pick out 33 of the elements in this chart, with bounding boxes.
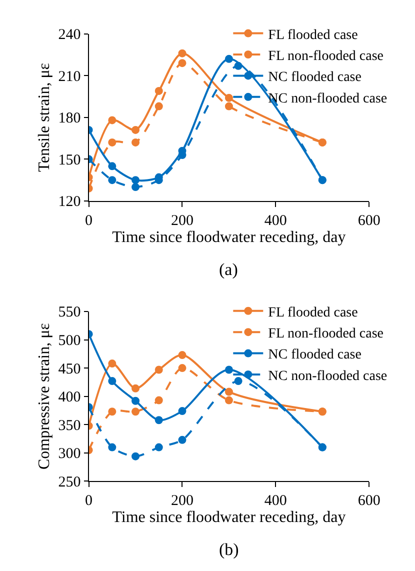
x-tick-label: 200: [170, 212, 194, 229]
text: (b): [219, 540, 239, 559]
x-tick-label: 0: [85, 493, 93, 510]
legend-label: FL flooded case: [268, 305, 358, 320]
y-tick-label: 120: [58, 194, 81, 210]
y-tick-label: 300: [58, 446, 81, 462]
legend-label: FL flooded case: [268, 28, 358, 43]
y-tick-label: 450: [58, 361, 81, 378]
legend-label: NC non-flooded case: [268, 368, 388, 384]
y-tick-label: 250: [58, 474, 81, 490]
x-tick-label: 0: [85, 212, 93, 229]
legend-label: FL non-flooded case: [268, 326, 384, 342]
x-tick-label: 400: [264, 493, 287, 510]
legend-label: NC flooded case: [268, 348, 362, 363]
x-tick-label: 400: [264, 212, 287, 229]
y-tick-label: 500: [58, 333, 81, 349]
y-axis-title: Compressive strain, με: [36, 322, 54, 470]
y-tick-label: 550: [58, 304, 81, 321]
x-tick-label: 200: [170, 493, 194, 510]
x-axis-title: Time since floodwater receding, day: [112, 509, 346, 526]
legend-label: FL non-flooded case: [268, 48, 384, 64]
y-tick-label: 150: [58, 152, 81, 168]
x-tick-label: 600: [358, 212, 380, 229]
x-tick-label: 600: [358, 493, 380, 510]
y-tick-label: 210: [58, 68, 81, 85]
y-tick-label: 180: [58, 110, 81, 127]
y-tick-label: 240: [58, 27, 81, 44]
y-axis-title: Tensile strain, με: [36, 62, 54, 172]
y-tick-label: 350: [58, 418, 81, 434]
y-tick-label: 400: [58, 390, 81, 406]
legend-label: NC flooded case: [268, 70, 362, 86]
text: (a): [219, 260, 238, 279]
x-axis-title: Time since floodwater receding, day: [112, 228, 346, 246]
